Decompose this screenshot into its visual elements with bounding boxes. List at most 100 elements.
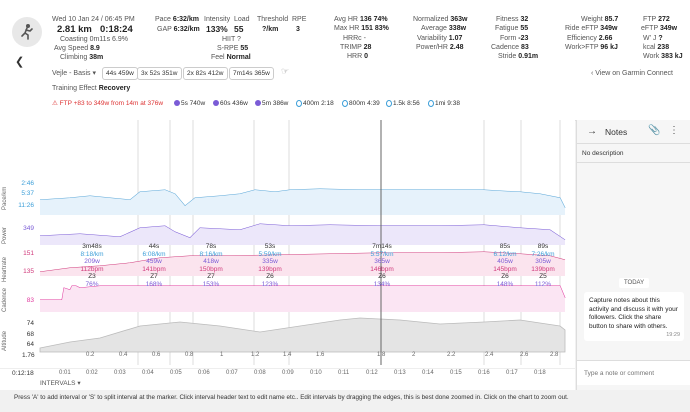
peak-text: 60s 436w	[220, 100, 248, 107]
work-ftp-value: 96 kJ	[600, 44, 618, 51]
interval-power: 365w	[374, 258, 390, 265]
gap-label: GAP	[157, 26, 172, 33]
chart-svg[interactable]	[0, 120, 575, 390]
distance-tick: 1.4	[283, 352, 292, 358]
no-description-text[interactable]: No description	[582, 150, 624, 157]
stopwatch-icon	[296, 99, 302, 107]
pace-tick: 11:26	[18, 202, 34, 209]
cursor-hand-icon: ☞	[281, 66, 290, 76]
feel-value[interactable]: Normal	[226, 54, 251, 61]
interval-header[interactable]: 3m48s 8:18/km 209w 112bpm Z3 76%	[72, 243, 112, 288]
interval-duration: 85s	[499, 243, 511, 250]
arrow-right-icon[interactable]: →	[587, 126, 597, 137]
interval-pct: 153%	[202, 280, 220, 288]
interval-zone: Z6	[378, 273, 386, 280]
stride-value: 0.91m	[518, 53, 539, 60]
weight-label: Weight	[581, 16, 603, 23]
chip-44s[interactable]: 44s 459w	[102, 67, 138, 80]
back-arrow-icon[interactable]: ❮	[15, 56, 25, 68]
interval-header[interactable]: 78s 8:16/km 418w 150bpm Z7 153%	[191, 243, 231, 288]
interval-zone: Z5	[539, 273, 547, 280]
eftp-label: eFTP	[641, 25, 658, 32]
interval-header[interactable]: 44s 6:08/km 459w 141bpm Z7 168%	[134, 243, 174, 288]
interval-hr: 139bpm	[531, 265, 555, 273]
coasting-value: Coasting 0m11s	[60, 36, 111, 43]
avg-speed-label: Avg Speed	[54, 45, 89, 52]
interval-pace: 5:57/km	[370, 250, 394, 258]
chip-2x82s[interactable]: 2x 82s 412w	[183, 67, 228, 80]
intensity-label: Intensity	[204, 16, 231, 23]
distance-tick: 1	[220, 352, 224, 358]
climbing-label: Climbing	[60, 54, 88, 61]
ftp-value: 272	[658, 16, 670, 23]
distance-tick: 0.2	[86, 352, 95, 358]
rpe-value[interactable]: 3	[296, 26, 300, 33]
intervals-label: INTERVALS	[40, 380, 76, 387]
note-input[interactable]	[582, 366, 686, 380]
hiit-label[interactable]: HIIT ?	[222, 36, 241, 43]
interval-pace: 7:26/km	[531, 250, 555, 258]
interval-header[interactable]: 89s 7:26/km 305w 139bpm Z5 112%	[523, 243, 563, 288]
altitude-fill	[39, 317, 566, 353]
efficiency-value: 2.66	[598, 35, 613, 42]
best-1-5k[interactable]: 1.5k 8:56	[386, 99, 420, 108]
hr-tick: 135	[23, 268, 34, 275]
best-800m[interactable]: 800m 4:39	[342, 99, 380, 108]
form-label: Form	[500, 35, 517, 42]
pace-fill	[40, 189, 565, 215]
interval-zone: Z7	[150, 273, 158, 280]
ftp-interval-text: FTP +83 to 349w from 14m at 376w	[59, 100, 164, 107]
location-selector[interactable]: Vejle - Basis ▾	[52, 69, 96, 78]
distance-tick: 1.2	[251, 352, 260, 358]
chip-text: 7m14s 365w	[233, 70, 270, 77]
notes-message-text: Capture notes about this activity and di…	[589, 297, 678, 330]
interval-hr: 145bpm	[493, 265, 517, 273]
chip-7m14s[interactable]: 7m14s 365w	[229, 67, 274, 80]
pace-value: 6:32/km	[172, 16, 199, 23]
peak-60s[interactable]: 60s 436w	[213, 99, 248, 108]
interval-header[interactable]: 53s 5:59/km 335w 139bpm Z6 123%	[250, 243, 290, 288]
interval-header[interactable]: 85s 6:12/km 405w 145bpm Z6 148%	[485, 243, 525, 288]
interval-zone: Z3	[88, 273, 96, 280]
best-1mi[interactable]: 1mi 9:38	[428, 99, 460, 108]
peak-5s[interactable]: 5s 740w	[174, 99, 205, 108]
average-label: Average	[421, 25, 447, 32]
paperclip-icon[interactable]: 📎	[648, 125, 661, 136]
activity-date: Wed 10 Jan 24 / 06:45 PM	[52, 16, 135, 23]
chip-3x52s[interactable]: 3x 52s 351w	[137, 67, 182, 80]
avg-hr-value: 136	[359, 16, 372, 23]
activity-chart[interactable]: Pace/km Power Heartrate Cadence Altitude…	[0, 120, 575, 390]
best-400m[interactable]: 400m 2:18	[296, 99, 334, 108]
today-badge: TODAY	[619, 278, 650, 288]
max-hr-pct: 83%	[374, 25, 389, 32]
peak-5m[interactable]: 5m 386w	[255, 99, 288, 108]
distance-tick: 0.8	[185, 352, 194, 358]
ride-eftp-value: 349w	[600, 25, 618, 32]
interval-header[interactable]: 7m14s 5:57/km 365w 146bpm Z6 134%	[362, 243, 402, 288]
hr-axis-label: Heartrate	[2, 256, 8, 282]
work-ftp-label: Work>FTP	[565, 44, 599, 51]
power-dot-icon	[213, 100, 219, 107]
altitude-tick: 68	[26, 331, 34, 338]
efficiency-label: Efficiency	[567, 35, 597, 42]
more-vert-icon[interactable]: ⋮	[669, 125, 679, 136]
garmin-link[interactable]: ‹ View on Garmin Connect	[591, 69, 673, 78]
pace-axis-label: Pace/km	[2, 186, 8, 210]
srpe-label: S-RPE	[217, 45, 239, 52]
intervals-toggle[interactable]: INTERVALS ▾	[40, 379, 81, 387]
activity-duration: 0:18:24	[100, 24, 133, 35]
fitness-label: Fitness	[496, 16, 519, 23]
trimp-label: TRIMP	[340, 44, 362, 51]
location-text: Vejle - Basis	[52, 70, 91, 77]
interval-power: 305w	[535, 258, 551, 265]
ftp-interval[interactable]: ⚠ FTP +83 to 349w from 14m at 376w	[52, 99, 163, 108]
chip-text: 3x 52s 351w	[141, 70, 178, 77]
time-tick: 0:15	[450, 370, 462, 376]
activity-distance: 2.81 km	[57, 24, 92, 35]
notes-message: Capture notes about this activity and di…	[584, 292, 684, 341]
notes-panel: → Notes 📎 ⋮ No description TODAY Capture…	[576, 120, 690, 390]
power-axis-label: Power	[2, 226, 8, 244]
threshold-value[interactable]: ?/km	[262, 26, 279, 33]
form-value: -23	[518, 35, 529, 42]
peak-text: 5m 386w	[262, 100, 289, 107]
